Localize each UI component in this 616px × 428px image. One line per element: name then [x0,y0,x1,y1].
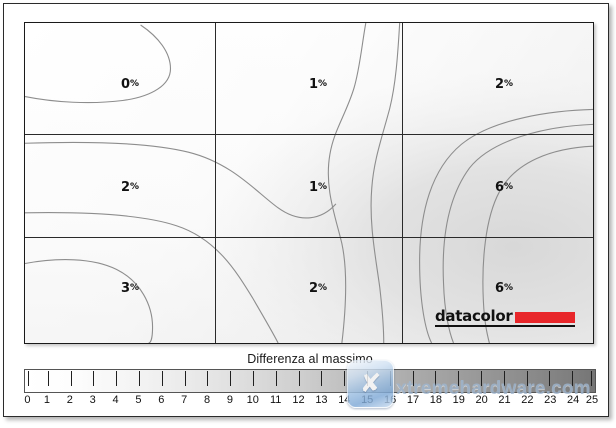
colorbar-tick-label: 9 [226,394,233,406]
heatmap-cell-label: 0% [121,77,140,92]
colorbar-tick-label: 10 [246,394,259,406]
contour-line [327,23,367,343]
colorbar-tick [70,371,72,386]
colorbar-tick-label: 8 [203,394,211,406]
colorbar-tick [47,371,49,386]
colorbar-tick-label: 4 [112,394,119,406]
colorbar-tick-label: 6 [158,394,165,406]
contour-line [25,141,337,219]
colorbar-tick [481,371,482,386]
colorbar-tick [93,371,95,386]
colorbar-tick [28,371,29,386]
colorbar-tick-label: 16 [383,394,397,406]
colorbar-tick [253,371,254,386]
heatmap-cell-label: 3% [121,281,140,296]
colorbar-tick [572,371,574,386]
colorbar-tick [139,371,140,386]
colorbar-tick [275,371,277,386]
contour-line [419,108,593,343]
colorbar-tick-label: 13 [315,394,328,406]
colorbar-tick-label: 22 [521,394,534,406]
heatmap-cell-label: 1% [309,77,328,92]
heatmap-cell-label: 6% [495,281,514,296]
contour-line [25,24,172,104]
colorbar-tick-label: 19 [452,394,465,406]
colorbar-tick [367,371,368,386]
chart-panel: 0% 1% 2% 2% 1% 6% 3% 2% [3,3,609,417]
colorbar-tick [184,371,186,386]
colorbar-tick [344,371,346,386]
contour-line [25,259,154,343]
colorbar-tick [389,371,391,386]
colorbar-tick-label: 18 [429,394,442,406]
contour-line [25,212,279,343]
datacolor-logo-row: datacolor [435,309,575,324]
colorbar-tick [230,371,232,386]
field-hotspot [25,23,593,343]
colorbar-tick [321,371,323,386]
heatmap-surface [25,23,593,343]
colorbar-tick [435,371,437,386]
contour-line [482,145,593,343]
colorbar-tick-label: 3 [89,394,96,406]
colorbar-tick-label: 0 [24,394,31,406]
datacolor-logo: datacolor [435,309,575,327]
uniformity-heatmap: 0% 1% 2% 2% 1% 6% 3% 2% [24,22,594,344]
heatmap-cell-label: 6% [495,180,514,195]
colorbar-legend: Differenza al massimo 0 1 2 3 4 5 6 7 8 9 10 11 12 13… [24,352,599,410]
heatmap-cell-label: 2% [121,180,140,195]
colorbar-tick [207,371,209,386]
colorbar-tick-label: 21 [498,394,511,406]
colorbar-tick-label: 14 [338,394,351,406]
colorbar-tick [526,371,528,386]
colorbar-tick-label: 12 [292,394,305,406]
colorbar-tick [503,371,505,386]
datacolor-wordmark: datacolor [435,307,513,325]
heatmap-cell-label: 1% [309,180,328,195]
colorbar-tick-label: 25 [585,394,599,406]
colorbar-tick-label: 20 [475,394,488,406]
contour-line [370,23,401,343]
colorbar-tick [458,371,460,386]
heatmap-cell-label: 2% [309,281,328,296]
colorbar-tick-label: 1 [43,394,50,406]
colorbar-tick-label: 2 [66,394,73,406]
datacolor-red-bar [514,312,575,323]
colorbar-tick-label: 17 [406,394,420,406]
legend-title: Differenza al massimo [247,352,373,366]
colorbar-tick-label: 23 [544,394,557,406]
colorbar-tick [412,371,414,386]
colorbar-tick [591,371,592,386]
colorbar-tick-label: 7 [181,394,188,406]
colorbar-tick [549,371,551,386]
heatmap-cell-label: 2% [495,77,514,92]
colorbar-gradient [24,369,596,393]
colorbar-tick-labels: 0 1 2 3 4 5 6 7 8 9 10 11 12 13 14 15 16 17 18 19 20 21 22 23 24… [24,394,599,410]
colorbar-tick-label: 11 [269,394,282,406]
colorbar-tick [298,371,300,386]
colorbar-tick [116,371,118,386]
colorbar-tick-label: 24 [566,394,580,406]
colorbar-tick-label: 15 [361,394,374,406]
colorbar-tick [161,371,163,386]
colorbar-tick-label: 5 [135,394,142,406]
datacolor-underline [435,325,575,327]
